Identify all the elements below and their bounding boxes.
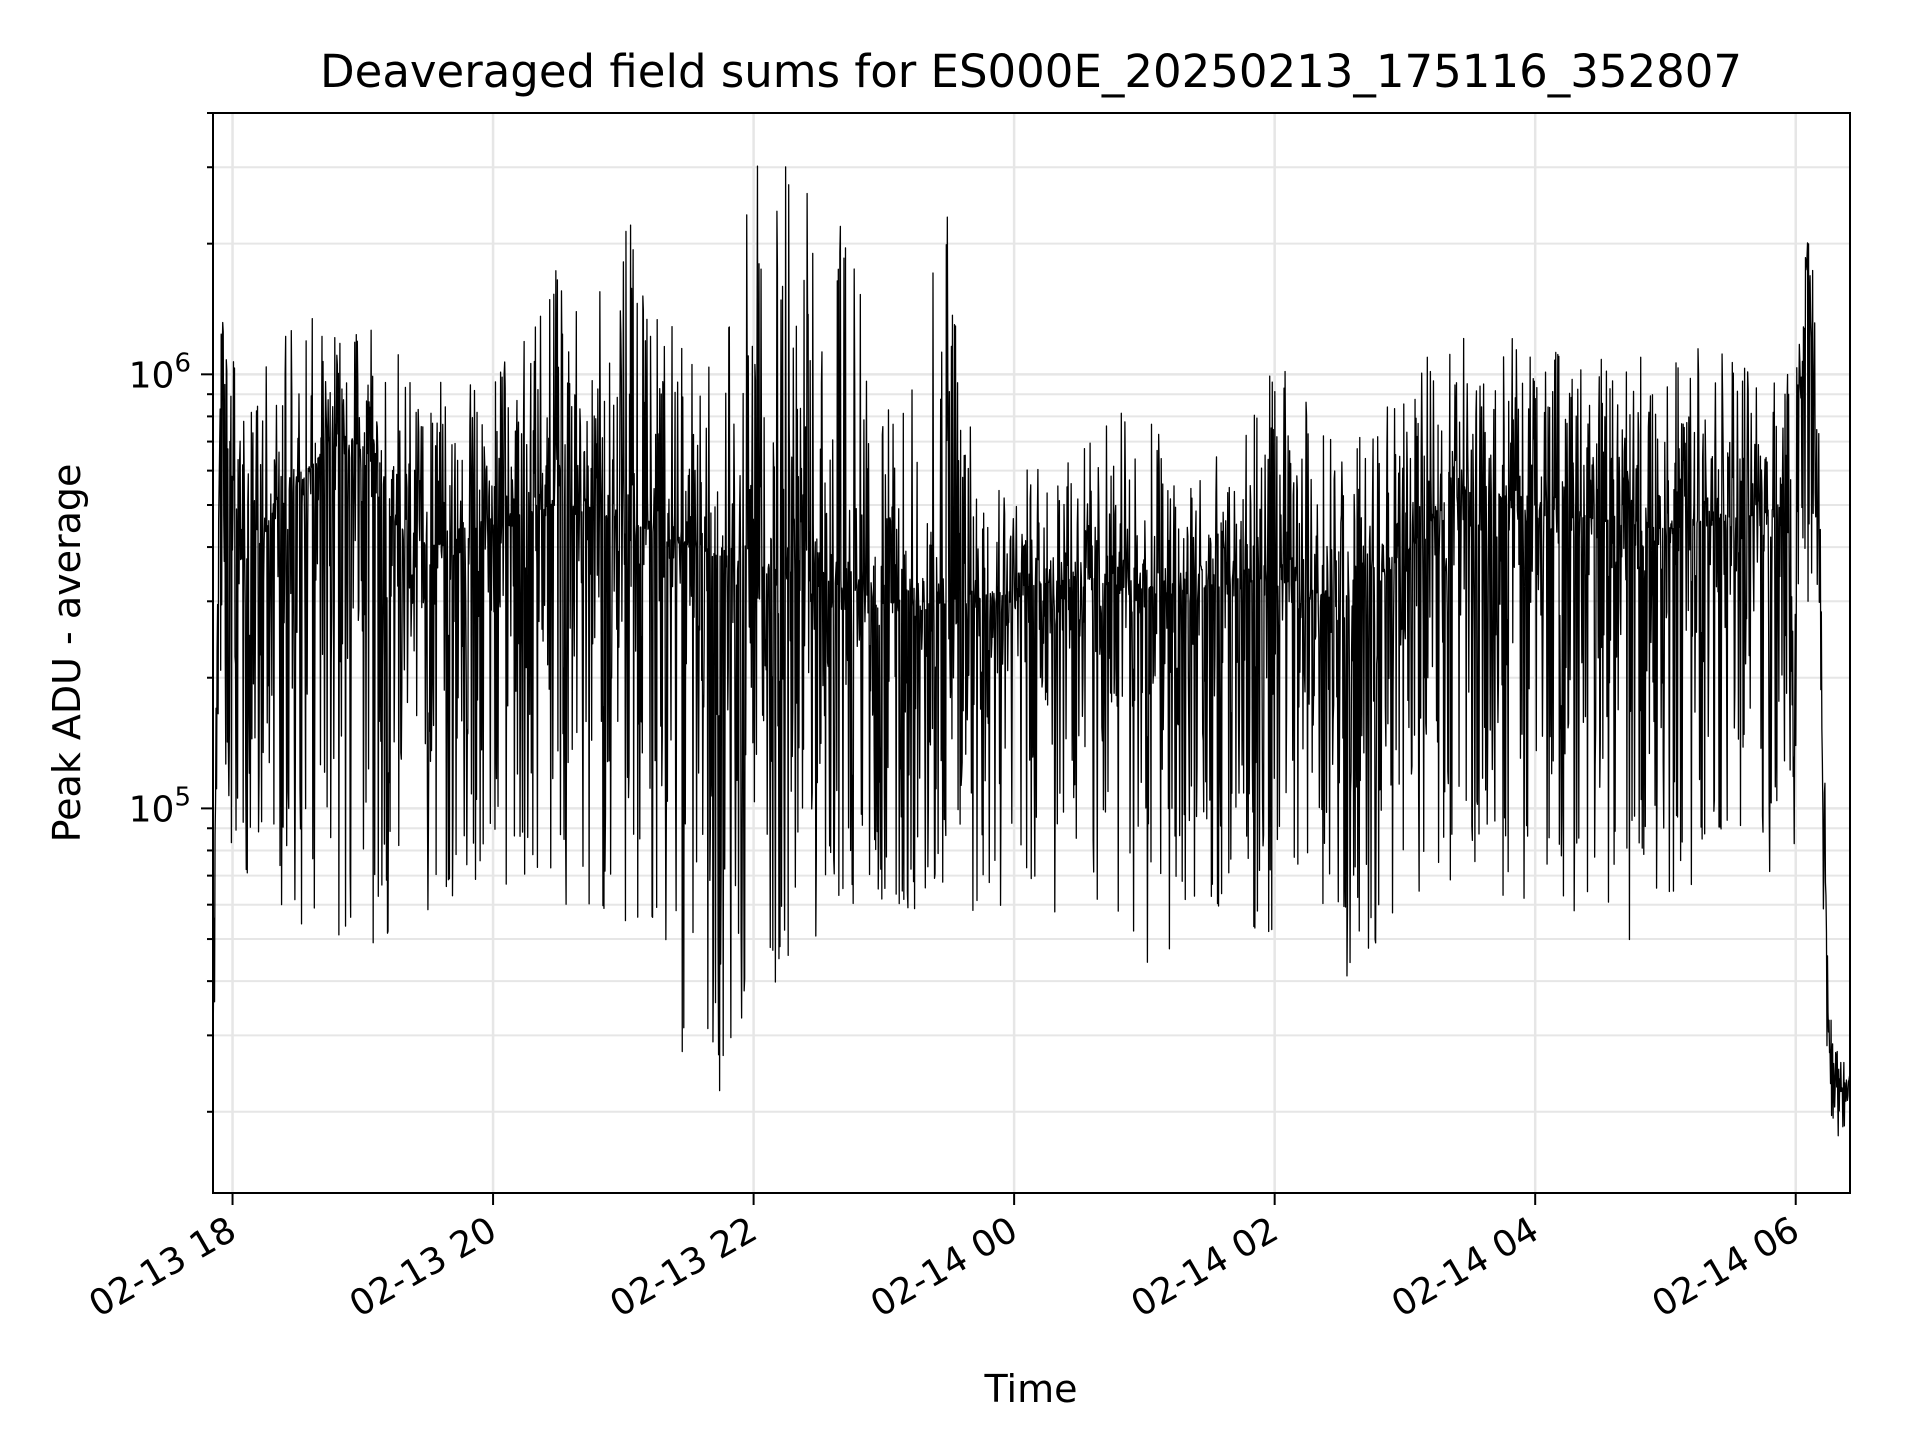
plot-series [212, 165, 1851, 1137]
y-tick-label: 105 [129, 782, 191, 830]
y-tick-exponent: 5 [174, 782, 191, 812]
chart-title: Deaveraged field sums for ES000E_2025021… [320, 45, 1742, 98]
y-tick-base: 10 [129, 789, 175, 830]
y-axis-label: Peak ADU - average [45, 464, 89, 843]
series-line [212, 165, 1851, 1137]
y-tick-label: 106 [129, 348, 191, 396]
plot-frame [212, 112, 1851, 1194]
y-tick-exponent: 6 [174, 348, 191, 378]
x-axis-label: Time [984, 1367, 1078, 1411]
y-tick-base: 10 [129, 355, 175, 396]
